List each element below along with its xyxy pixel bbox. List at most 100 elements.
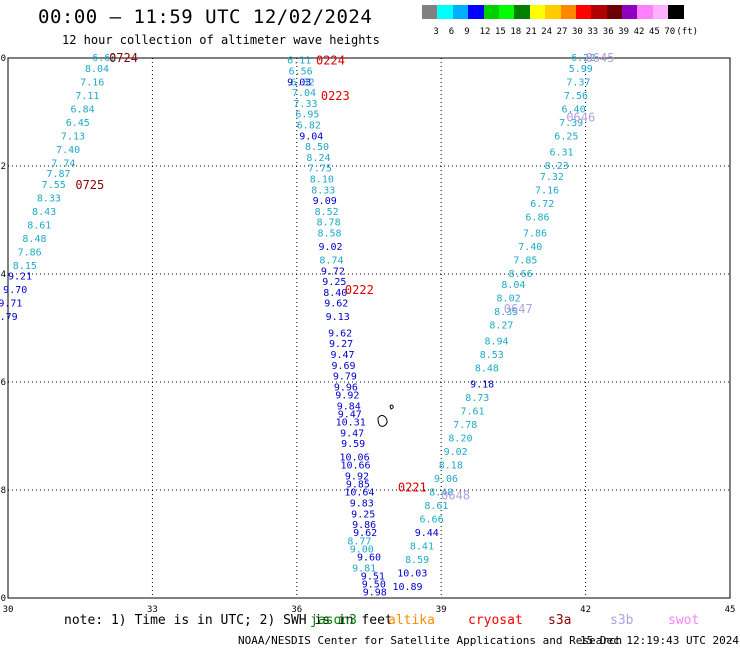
wave-height-value: 9.79: [0, 312, 18, 323]
footer-credit: NOAA/NESDIS Center for Satellite Applica…: [238, 634, 623, 647]
wave-height-value: 7.11: [75, 91, 99, 102]
lat-tick-label: -50: [0, 594, 6, 604]
wave-height-value: 9.47: [338, 409, 362, 420]
lat-tick-label: -48: [0, 486, 6, 496]
color-swatch: [606, 5, 623, 19]
wave-height-value: 8.27: [489, 320, 513, 331]
wave-height-value: 7.33: [293, 99, 317, 110]
wave-height-value: 10.64: [344, 488, 374, 499]
wave-height-value: 7.37: [566, 77, 590, 88]
wave-height-value: 8.20: [448, 434, 472, 445]
wave-height-value: 9.18: [470, 380, 494, 391]
wave-height-value: 7.04: [292, 88, 316, 99]
wave-height-value: 10.03: [397, 569, 427, 580]
wave-height-value: 9.27: [329, 339, 353, 350]
wave-height-value: 9.02: [318, 242, 342, 253]
wave-height-value: 9.96: [334, 382, 358, 393]
color-swatch: [422, 5, 438, 19]
wave-height-value: 9.47: [330, 350, 354, 361]
wave-height-value: 6.86: [525, 212, 549, 223]
wave-height-value: 6.84: [71, 104, 95, 115]
wave-height-value: 8.74: [319, 256, 343, 267]
wave-height-value: 7.74: [51, 158, 75, 169]
color-swatch: [437, 5, 453, 19]
wave-height-value: 7.86: [18, 247, 42, 258]
wave-height-value: 7.39: [559, 118, 583, 129]
wave-height-value: 9.04: [299, 131, 323, 142]
wave-height-value: 6.66: [420, 515, 444, 526]
wave-height-value: 7.86: [523, 229, 547, 240]
wave-height-value: 9.62: [353, 528, 377, 539]
wave-height-value: 9.59: [341, 439, 365, 450]
wave-height-value: 9.92: [335, 391, 359, 402]
wave-height-value: 7.40: [56, 145, 80, 156]
wave-height-value: 6.82: [297, 121, 321, 132]
wave-height-value: 7.32: [540, 172, 564, 183]
wave-height-value: 6.11: [287, 56, 311, 67]
wave-height-value: 7.16: [80, 77, 104, 88]
satellite-legend-item: jason3: [310, 613, 357, 628]
wave-height-value: 7.61: [460, 407, 484, 418]
satellite-legend-item: swot: [668, 613, 700, 628]
wave-height-value: 9.72: [321, 266, 345, 277]
color-swatch: [668, 5, 684, 19]
wave-height-value: 7.85: [513, 256, 537, 267]
wave-height-value: 6.45: [66, 118, 90, 129]
wave-height-value: 8.04: [501, 280, 525, 291]
color-scale-label: 70: [664, 27, 676, 37]
wave-height-value: 9.09: [313, 196, 337, 207]
wave-height-value: 6.22: [571, 53, 595, 64]
wave-height-value: 9.21: [8, 272, 32, 283]
color-scale-label: 33: [587, 27, 599, 37]
wave-height-value: 6.62: [92, 53, 116, 64]
wave-height-value: 8.24: [306, 153, 330, 164]
wave-height-value: 8.78: [317, 218, 341, 229]
color-scale-label: 12: [479, 27, 491, 37]
wave-height-value: 8.02: [497, 293, 521, 304]
wave-height-value: 9.83: [350, 499, 374, 510]
color-swatch: [514, 5, 530, 19]
pass-time-label: 0725: [75, 178, 104, 192]
lat-tick-label: -46: [0, 378, 6, 388]
color-scale-label: 42: [633, 27, 645, 37]
wave-height-value: 8.52: [315, 207, 339, 218]
wave-height-value: 8.15: [13, 261, 37, 272]
wave-height-value: 6.72: [530, 199, 554, 210]
wave-height-value: 9.92: [345, 472, 369, 483]
satellite-legend-item: cryosat: [468, 613, 523, 628]
lon-tick-label: 30: [3, 605, 14, 615]
wave-height-value: 6.25: [554, 131, 578, 142]
wave-height-value: 9.44: [415, 528, 439, 539]
wave-height-value: 6.56: [289, 67, 313, 78]
wave-height-value: 6.95: [295, 110, 319, 121]
pass-time-label: 0221: [398, 480, 427, 494]
color-swatch: [622, 5, 638, 19]
wave-height-value: 9.03: [287, 77, 311, 88]
color-scale-label: 30: [572, 27, 583, 37]
wave-height-value: 8.33: [311, 185, 335, 196]
wave-height-value: 9.00: [350, 544, 374, 555]
wave-height-value: 9.69: [331, 361, 355, 372]
lon-tick-label: 39: [436, 605, 447, 615]
wave-height-value: 9.98: [363, 588, 387, 599]
lon-tick-label: 33: [147, 605, 158, 615]
island-outline: [377, 415, 388, 427]
pass-time-label: 0222: [345, 283, 374, 297]
wave-height-value: 10.66: [340, 461, 370, 472]
color-swatch: [498, 5, 515, 19]
wave-height-value: 9.71: [0, 299, 22, 310]
pass-time-label: 0648: [441, 488, 470, 502]
wave-height-value: 8.59: [405, 555, 429, 566]
wave-height-value: 6.31: [549, 148, 573, 159]
wave-height-value: 5.99: [569, 64, 593, 75]
wave-height-value: 8.23: [545, 161, 569, 172]
color-scale-label: 3: [433, 27, 439, 37]
wave-height-value: 10.89: [392, 582, 422, 593]
wave-height-value: 9.70: [3, 285, 27, 296]
wave-height-value: 8.50: [305, 142, 329, 153]
color-swatch: [483, 5, 499, 19]
footer-note: note: 1) Time is in UTC; 2) SWH is in fe…: [64, 613, 393, 628]
wave-height-value: 8.18: [439, 461, 463, 472]
wave-height-value: 9.79: [333, 372, 357, 383]
